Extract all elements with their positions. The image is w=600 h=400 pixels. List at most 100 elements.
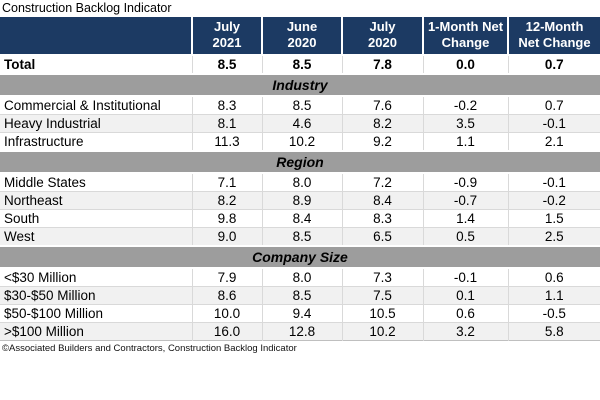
value-cell: 9.0 [191,226,262,246]
value-cell: 1.1 [422,131,508,151]
value-cell: 2.5 [507,226,600,246]
section-title: Company Size [0,244,600,269]
value-cell: 0.7 [507,95,600,114]
value-cell: 3.2 [422,321,508,340]
table-row: $50-$100 Million 10.0 9.4 10.5 0.6 -0.5 [0,303,600,322]
header-row: July 2021 June 2020 July 2020 1-Month Net C… [0,17,600,56]
row-label: >$100 Million [0,321,192,340]
row-label: Northeast [0,190,192,209]
value-cell: 8.6 [191,285,262,304]
value-cell: 1.4 [422,208,508,227]
column-header: July 2021 [191,17,262,56]
table-row: Heavy Industrial 8.1 4.6 8.2 3.5 -0.1 [0,113,600,132]
value-cell: 8.4 [341,190,423,209]
section-title: Industry [0,72,600,97]
value-cell: -0.2 [422,95,508,114]
value-cell: 16.0 [191,321,262,340]
section-title: Region [0,149,600,174]
value-cell: -0.2 [507,190,600,209]
row-label: Middle States [0,172,192,191]
value-cell: 0.7 [507,54,600,74]
value-cell: -0.1 [507,113,600,132]
section-band: Industry [0,72,600,97]
value-cell: 6.5 [341,226,423,246]
value-cell: 8.5 [191,54,262,74]
value-cell: 8.5 [261,285,342,304]
value-cell: 8.5 [261,226,342,246]
table-row: $30-$50 Million 8.6 8.5 7.5 0.1 1.1 [0,285,600,304]
row-label: $50-$100 Million [0,303,192,322]
value-cell: 8.2 [191,190,262,209]
table-header: July 2021 June 2020 July 2020 1-Month Net C… [0,17,600,56]
row-label: Heavy Industrial [0,113,192,132]
column-header: 12-Month Net Change [507,17,600,56]
value-cell: 7.8 [341,54,423,74]
value-cell: 10.2 [261,131,342,151]
value-cell: 10.2 [341,321,423,340]
value-cell: -0.5 [507,303,600,322]
value-cell: -0.1 [507,172,600,191]
row-label: Infrastructure [0,131,192,151]
value-cell: 0.5 [422,226,508,246]
column-header: 1-Month Net Change [422,17,508,56]
table-row: <$30 Million 7.9 8.0 7.3 -0.1 0.6 [0,267,600,286]
value-cell: 10.0 [191,303,262,322]
page: Construction Backlog Indicator July 2021… [0,1,600,354]
value-cell: 8.4 [261,208,342,227]
value-cell: 7.6 [341,95,423,114]
value-cell: 8.0 [261,267,342,286]
table-row: Infrastructure 11.3 10.2 9.2 1.1 2.1 [0,131,600,151]
value-cell: 8.1 [191,113,262,132]
value-cell: 10.5 [341,303,423,322]
table-row: Northeast 8.2 8.9 8.4 -0.7 -0.2 [0,190,600,209]
value-cell: 8.3 [341,208,423,227]
row-label: Commercial & Institutional [0,95,192,114]
column-header: July 2020 [341,17,423,56]
value-cell: 7.2 [341,172,423,191]
row-label: West [0,226,192,246]
value-cell: 4.6 [261,113,342,132]
value-cell: 9.2 [341,131,423,151]
value-cell: -0.7 [422,190,508,209]
value-cell: -0.1 [422,267,508,286]
value-cell: 7.5 [341,285,423,304]
section-band: Company Size [0,244,600,269]
value-cell: 11.3 [191,131,262,151]
value-cell: 7.3 [341,267,423,286]
table-row: >$100 Million 16.0 12.8 10.2 3.2 5.8 [0,321,600,340]
column-header: June 2020 [261,17,342,56]
value-cell: 0.1 [422,285,508,304]
value-cell: 7.9 [191,267,262,286]
value-cell: 2.1 [507,131,600,151]
table-row: South 9.8 8.4 8.3 1.4 1.5 [0,208,600,227]
total-row-label: Total [4,56,36,72]
value-cell: 8.5 [261,54,342,74]
value-cell: 8.2 [341,113,423,132]
table-body: Total 8.5 8.5 7.8 0.0 0.7 Industry Commercial &… [0,54,600,340]
value-cell: 0.0 [422,54,508,74]
value-cell: 9.8 [191,208,262,227]
value-cell: 8.3 [191,95,262,114]
table-row: Middle States 7.1 8.0 7.2 -0.9 -0.1 [0,172,600,191]
value-cell: 3.5 [422,113,508,132]
value-cell: 8.0 [261,172,342,191]
value-cell: 9.4 [261,303,342,322]
row-label: South [0,208,192,227]
value-cell: 12.8 [261,321,342,340]
table-row: Commercial & Institutional 8.3 8.5 7.6 -0.2 0… [0,95,600,114]
value-cell: 0.6 [507,267,600,286]
value-cell: 8.5 [261,95,342,114]
row-label: <$30 Million [0,267,192,286]
value-cell: -0.9 [422,172,508,191]
value-cell: 1.5 [507,208,600,227]
value-cell: 7.1 [191,172,262,191]
value-cell: 1.1 [507,285,600,304]
value-cell: 8.9 [261,190,342,209]
value-cell: 5.8 [507,321,600,340]
table-row: Total 8.5 8.5 7.8 0.0 0.7 [0,54,600,74]
source-note: ©Associated Builders and Contractors, Co… [2,342,297,354]
section-band: Region [0,149,600,174]
page-title: Construction Backlog Indicator [2,1,172,15]
table-row: West 9.0 8.5 6.5 0.5 2.5 [0,226,600,246]
backlog-table: July 2021 June 2020 July 2020 1-Month Net C… [0,17,600,341]
